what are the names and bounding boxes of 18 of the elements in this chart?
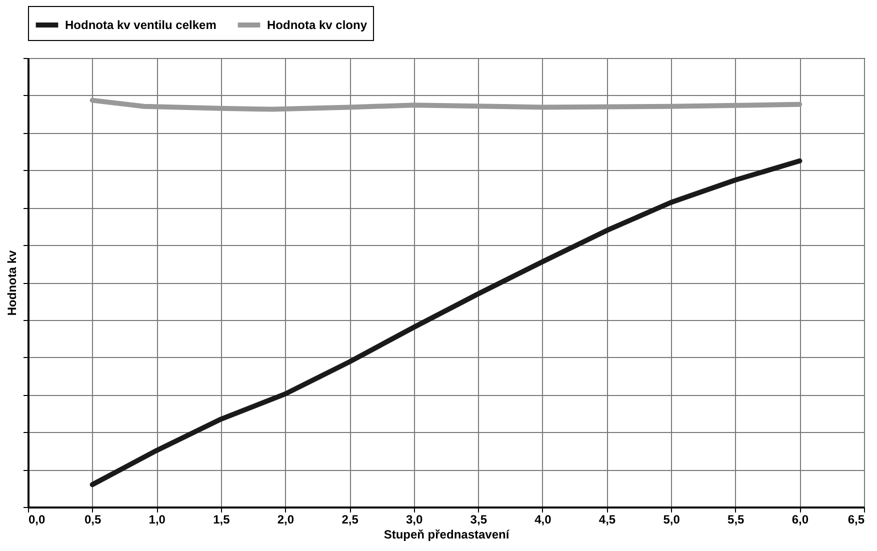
x-tick-label: 0,0 (28, 512, 46, 526)
legend-label: Hodnota kv clony (267, 18, 368, 32)
x-tick-label: 4,5 (598, 512, 616, 526)
x-tick-label: 5,5 (728, 512, 745, 526)
x-tick-label: 3,5 (470, 512, 488, 526)
x-tick-label: 2,5 (342, 512, 359, 526)
x-tick-label: 6,0 (792, 512, 809, 526)
x-tick-label: 3,0 (406, 512, 424, 526)
x-tick-label: 0,5 (84, 512, 102, 526)
x-tick-label: 1,0 (148, 512, 166, 526)
x-tick-label: 1,5 (213, 512, 230, 526)
x-tick-label: 2,0 (277, 512, 294, 526)
x-tick-label: 6,5 (848, 512, 865, 526)
legend-label: Hodnota kv ventilu celkem (65, 18, 216, 32)
x-tick-label: 5,0 (663, 512, 680, 526)
y-axis-title: Hodnota kv (5, 250, 19, 316)
x-tick-label: 4,0 (534, 512, 552, 526)
x-axis-title: Stupeň přednastavení (384, 528, 510, 542)
